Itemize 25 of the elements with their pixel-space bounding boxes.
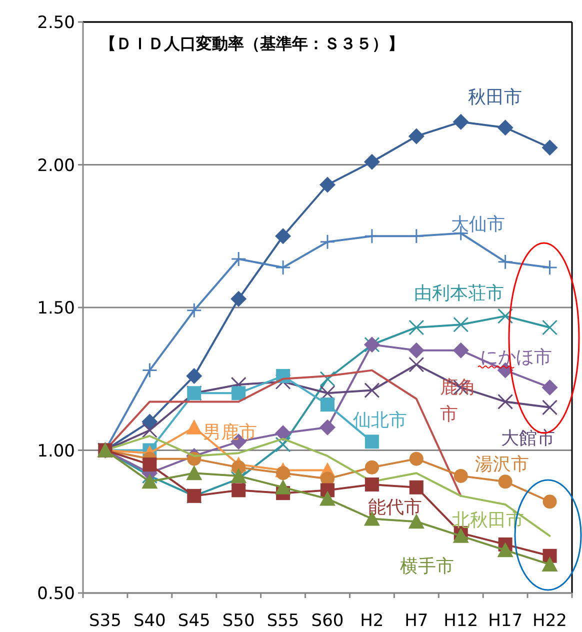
x-tick-label: S45 xyxy=(178,611,210,631)
series-label: 秋田市 xyxy=(468,87,522,108)
series-label: 仙北市 xyxy=(353,410,407,431)
text: 【ＤＩＤ人口変動率（基準年：Ｓ３５）】 xyxy=(100,34,404,53)
series-label: 横手市 xyxy=(400,556,454,577)
y-tick-label: 2.00 xyxy=(37,156,75,176)
series-label: 由利本荘市 xyxy=(414,283,504,304)
x-tick-label: H22 xyxy=(532,611,567,631)
x-tick-label: H2 xyxy=(360,611,384,631)
x-tick-label: H17 xyxy=(488,611,523,631)
x-tick-label: H7 xyxy=(404,611,428,631)
y-tick-label: 1.00 xyxy=(37,441,75,462)
series-label: 男鹿市 xyxy=(203,422,257,443)
y-tick-label: 0.50 xyxy=(37,584,75,604)
y-tick-label: 1.50 xyxy=(37,298,75,318)
x-tick-label: S50 xyxy=(222,611,255,631)
x-tick-label: S55 xyxy=(266,611,300,631)
x-tick-label: S60 xyxy=(311,611,344,631)
series-label: 湯沢市 xyxy=(475,454,529,475)
y-tick-label: 2.50 xyxy=(37,13,75,33)
x-tick-label: H12 xyxy=(444,611,478,631)
series-label: 大仙市 xyxy=(451,214,505,235)
series-label: 能代市 xyxy=(368,497,422,518)
x-tick-label: S35 xyxy=(89,611,122,631)
x-tick-label: S40 xyxy=(133,611,166,631)
